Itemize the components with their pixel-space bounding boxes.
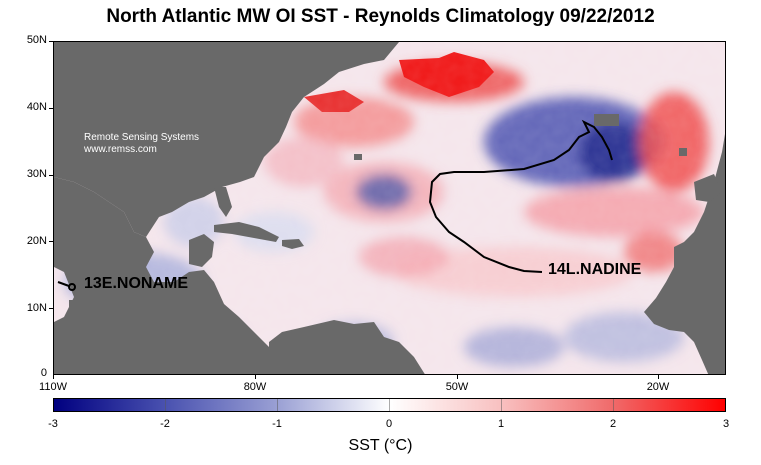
y-label-40n: 40N [26, 101, 47, 113]
north-america-land [54, 42, 399, 237]
noname-track-loop [68, 283, 76, 291]
island [594, 114, 619, 126]
cuba-land [214, 222, 279, 242]
sst-anomaly-map [53, 41, 726, 375]
y-tick [49, 241, 53, 242]
x-label-50w: 50W [445, 381, 469, 393]
nadine-track [428, 119, 613, 273]
y-tick [49, 175, 53, 176]
island [354, 154, 362, 160]
sst-colorbar [53, 398, 726, 412]
colorbar-divider [165, 399, 166, 411]
x-label-20w: 20W [646, 381, 670, 393]
colorbar-tick-label: -2 [160, 418, 170, 430]
colorbar-tick-label: 0 [385, 418, 393, 430]
south-america-land [269, 320, 425, 374]
colorbar-divider [613, 399, 614, 411]
colorbar-title: SST (°C) [348, 437, 413, 454]
colorbar-tick-label: -1 [272, 418, 282, 430]
x-tick [457, 375, 458, 379]
land-masses [54, 42, 725, 374]
y-tick [49, 41, 53, 42]
hispaniola-land [282, 239, 304, 249]
credit-text: Remote Sensing Systems www.remss.com [84, 132, 199, 156]
island [679, 148, 687, 156]
x-label-80w: 80W [243, 381, 267, 393]
storm-label-14l-nadine: 14L.NADINE [548, 261, 642, 278]
noname-track [57, 281, 70, 287]
colorbar-divider [389, 399, 390, 411]
y-label-0: 0 [40, 367, 47, 379]
y-label-20n: 20N [26, 235, 47, 247]
x-label-110w: 110W [39, 381, 67, 393]
map-title: North Atlantic MW OI SST - Reynolds Clim… [106, 6, 655, 27]
y-label-50n: 50N [26, 34, 47, 46]
yucatan-land [189, 234, 214, 267]
colorbar-tick-label: 3 [722, 418, 730, 430]
credit-line-1: Remote Sensing Systems [84, 132, 200, 143]
florida-land [214, 187, 232, 217]
credit-line-2: www.remss.com [84, 144, 157, 155]
iberia-land [694, 174, 722, 202]
y-tick [49, 108, 53, 109]
colorbar-divider [501, 399, 502, 411]
y-label-10n: 10N [26, 302, 47, 314]
colorbar-tick-label: -3 [48, 418, 58, 430]
y-tick [49, 308, 53, 309]
storm-tracks [57, 119, 613, 291]
y-label-30n: 30N [26, 168, 47, 180]
island [69, 300, 79, 308]
colorbar-tick-label: 1 [497, 418, 505, 430]
storm-label-13e-noname: 13E.NONAME [84, 275, 189, 292]
x-tick [53, 375, 54, 379]
colorbar-tick-label: 2 [609, 418, 617, 430]
central-america-land [54, 177, 269, 374]
africa-land [644, 134, 725, 374]
x-tick [255, 375, 256, 379]
x-tick [658, 375, 659, 379]
colorbar-divider [277, 399, 278, 411]
